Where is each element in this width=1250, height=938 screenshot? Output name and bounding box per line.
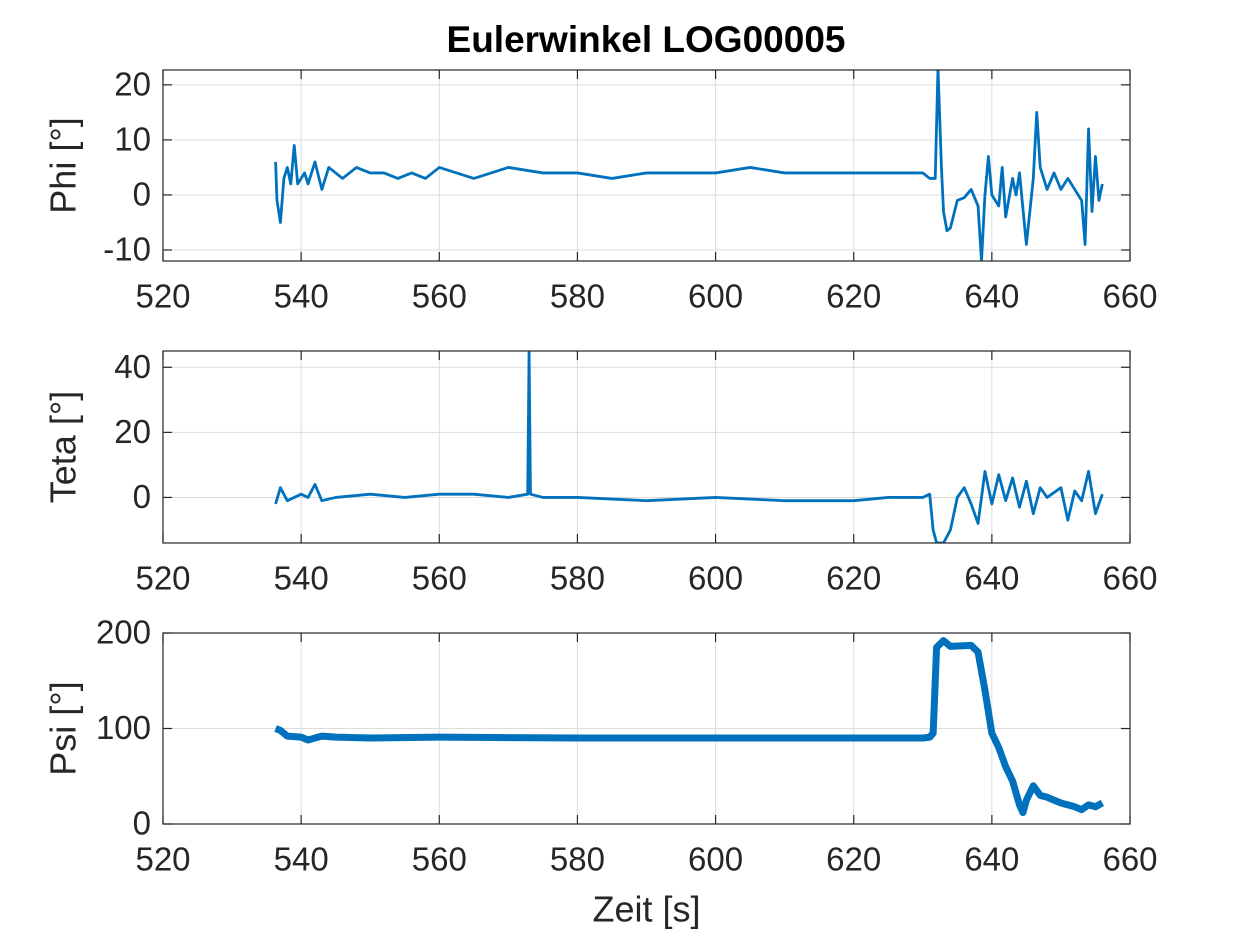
y-tick-label: 40	[114, 348, 151, 385]
x-tick-label: 640	[964, 278, 1019, 315]
x-tick-label: 620	[826, 278, 881, 315]
x-tick-label: 520	[135, 278, 190, 315]
axes-box	[162, 350, 1131, 544]
y-tick-label: 100	[96, 709, 151, 746]
subplot: 520 540 560 580 600 620 640 660 0 20 40 Teta [°]	[43, 348, 1158, 597]
x-tick-label: 600	[688, 278, 743, 315]
x-tick-label: 640	[964, 841, 1019, 878]
x-tick-label: 540	[274, 278, 329, 315]
x-tick-label: 620	[826, 560, 881, 597]
x-tick-label: 600	[688, 560, 743, 597]
x-tick-label: 540	[274, 841, 329, 878]
axes-box	[162, 69, 1131, 262]
y-tick-label: 200	[96, 614, 151, 651]
x-tick-label: 660	[1102, 560, 1157, 597]
x-tick-label: 560	[412, 278, 467, 315]
x-tick-label: 640	[964, 560, 1019, 597]
x-tick-label: 580	[550, 560, 605, 597]
subplot: 520 540 560 580 600 620 640 660 -10 0 10 20 Phi [°]	[43, 66, 1158, 315]
x-tick-label: 540	[274, 560, 329, 597]
x-tick-label: 520	[135, 560, 190, 597]
axes-box	[162, 632, 1131, 825]
x-tick-label: 600	[688, 841, 743, 878]
y-tick-label: 0	[133, 176, 151, 213]
x-tick-label: 580	[550, 841, 605, 878]
y-axis-label: Teta [°]	[43, 391, 84, 503]
chart-title: Eulerwinkel LOG00005	[447, 19, 846, 60]
x-tick-label: 520	[135, 841, 190, 878]
x-tick-label: 560	[412, 560, 467, 597]
y-tick-label: 0	[133, 805, 151, 842]
x-axis-label: Zeit [s]	[592, 889, 700, 930]
line	[274, 637, 1105, 817]
line	[274, 351, 1104, 543]
y-tick-label: 20	[114, 66, 151, 103]
y-axis-label: Phi [°]	[43, 117, 84, 213]
x-tick-label: 660	[1102, 841, 1157, 878]
line	[274, 70, 1104, 261]
y-tick-label: 0	[133, 478, 151, 515]
x-tick-label: 660	[1102, 278, 1157, 315]
y-tick-label: -10	[103, 231, 151, 268]
y-tick-label: 20	[114, 413, 151, 450]
y-axis-label: Psi [°]	[43, 681, 84, 775]
x-tick-label: 580	[550, 278, 605, 315]
subplot: 520 540 560 580 600 620 640 660 0 100 200 Psi [°] Ze…	[43, 614, 1158, 930]
y-tick-label: 10	[114, 121, 151, 158]
x-tick-label: 620	[826, 841, 881, 878]
x-tick-label: 560	[412, 841, 467, 878]
